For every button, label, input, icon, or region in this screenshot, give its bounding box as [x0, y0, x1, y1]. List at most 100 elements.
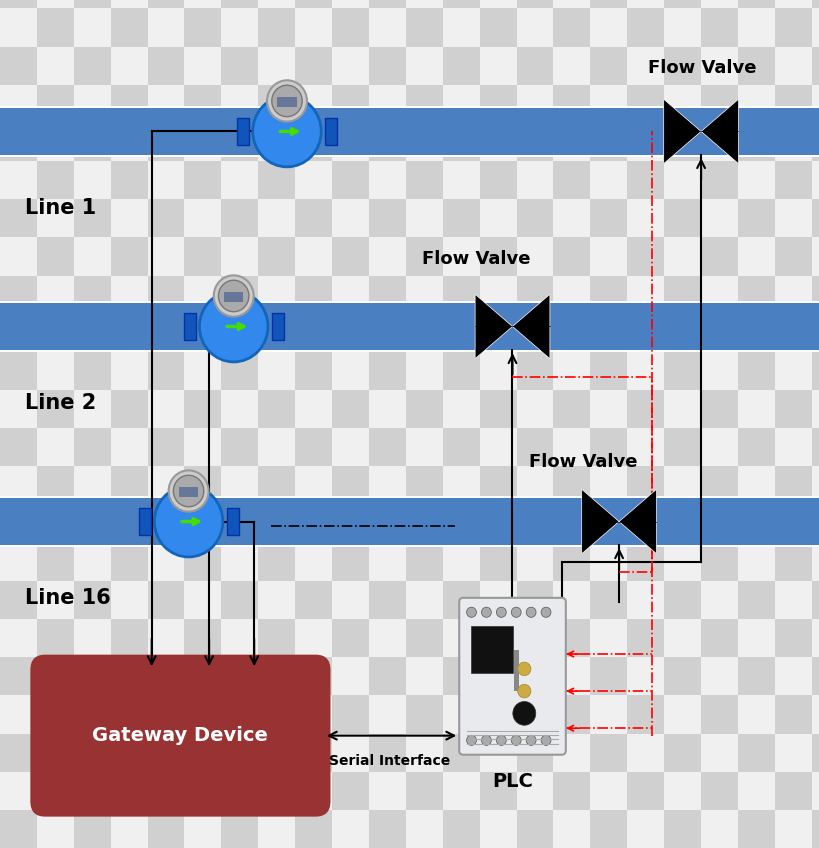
Bar: [442, 695, 479, 734]
Bar: [700, 199, 737, 237]
Bar: [369, 8, 405, 47]
Bar: [332, 123, 369, 161]
Bar: [0, 314, 37, 352]
Bar: [479, 543, 516, 581]
Bar: [295, 47, 332, 85]
Bar: [811, 581, 819, 619]
Bar: [369, 314, 405, 352]
Bar: [553, 352, 590, 390]
Bar: [516, 810, 553, 848]
Bar: [811, 390, 819, 428]
Bar: [774, 47, 811, 85]
Bar: [627, 543, 663, 581]
Bar: [332, 772, 369, 810]
Circle shape: [169, 471, 208, 511]
Bar: [184, 161, 221, 199]
Bar: [332, 314, 369, 352]
Bar: [258, 237, 295, 276]
Bar: [774, 543, 811, 581]
Bar: [74, 276, 111, 314]
Bar: [74, 810, 111, 848]
Bar: [700, 619, 737, 657]
Bar: [774, 0, 811, 8]
Bar: [369, 47, 405, 85]
Bar: [516, 734, 553, 772]
Bar: [74, 657, 111, 695]
Bar: [221, 619, 258, 657]
Bar: [74, 352, 111, 390]
Bar: [0, 505, 37, 543]
Bar: [700, 466, 737, 505]
Text: Serial Interface: Serial Interface: [328, 755, 450, 768]
Bar: [74, 0, 111, 8]
Bar: [627, 810, 663, 848]
Circle shape: [481, 735, 491, 745]
Bar: [774, 810, 811, 848]
Bar: [811, 466, 819, 505]
Bar: [111, 772, 147, 810]
Bar: [37, 390, 74, 428]
Bar: [811, 428, 819, 466]
Bar: [590, 810, 627, 848]
Bar: [774, 85, 811, 123]
Circle shape: [199, 291, 268, 362]
Bar: [442, 123, 479, 161]
Bar: [295, 390, 332, 428]
Bar: [442, 161, 479, 199]
Bar: [332, 0, 369, 8]
Bar: [627, 772, 663, 810]
Bar: [479, 352, 516, 390]
Bar: [442, 237, 479, 276]
Bar: [221, 657, 258, 695]
Bar: [74, 505, 111, 543]
Bar: [663, 543, 700, 581]
Bar: [295, 695, 332, 734]
Bar: [0, 8, 37, 47]
Bar: [774, 123, 811, 161]
Circle shape: [541, 735, 550, 745]
Bar: [295, 619, 332, 657]
Bar: [627, 581, 663, 619]
Bar: [479, 505, 516, 543]
Bar: [111, 352, 147, 390]
Bar: [471, 626, 512, 673]
Bar: [184, 466, 221, 505]
Bar: [0, 495, 819, 548]
Bar: [442, 581, 479, 619]
Bar: [663, 695, 700, 734]
Bar: [663, 161, 700, 199]
Bar: [184, 543, 221, 581]
Bar: [147, 734, 184, 772]
Bar: [479, 314, 516, 352]
Bar: [737, 505, 774, 543]
Bar: [369, 619, 405, 657]
Bar: [479, 619, 516, 657]
Bar: [479, 199, 516, 237]
Bar: [627, 8, 663, 47]
Bar: [774, 276, 811, 314]
Circle shape: [495, 607, 505, 617]
Bar: [258, 85, 295, 123]
Bar: [479, 734, 516, 772]
Bar: [663, 466, 700, 505]
Bar: [184, 390, 221, 428]
Bar: [811, 123, 819, 161]
Bar: [442, 734, 479, 772]
Bar: [737, 314, 774, 352]
Bar: [221, 8, 258, 47]
Bar: [111, 47, 147, 85]
Bar: [774, 695, 811, 734]
Bar: [369, 734, 405, 772]
Bar: [184, 734, 221, 772]
Bar: [516, 428, 553, 466]
Circle shape: [214, 276, 253, 316]
Bar: [147, 810, 184, 848]
Bar: [811, 161, 819, 199]
Bar: [663, 657, 700, 695]
Bar: [369, 161, 405, 199]
Bar: [0, 619, 37, 657]
Bar: [627, 47, 663, 85]
Bar: [737, 466, 774, 505]
Bar: [147, 466, 184, 505]
Bar: [369, 352, 405, 390]
